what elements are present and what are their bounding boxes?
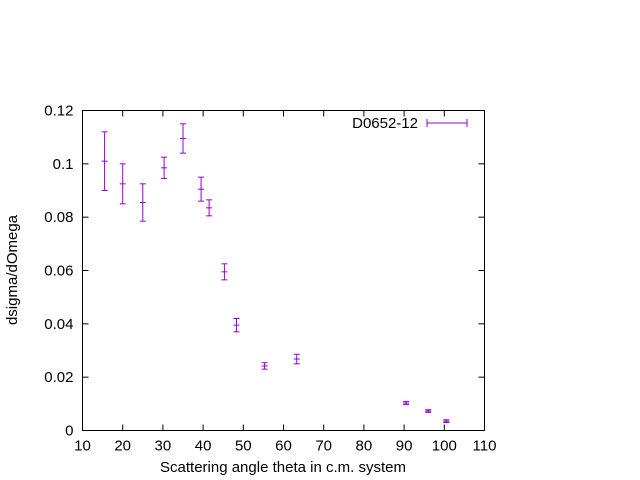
x-tick-label: 50	[235, 438, 252, 455]
data-point	[119, 163, 126, 205]
data-point	[293, 353, 300, 365]
x-tick-label: 90	[396, 438, 413, 455]
data-point	[139, 183, 146, 222]
x-tick: 40	[195, 110, 212, 455]
x-axis-label: Scattering angle theta in c.m. system	[160, 459, 406, 476]
x-tick-label: 40	[195, 438, 212, 455]
plot-frame	[82, 110, 485, 431]
y-tick-label: 0.06	[44, 263, 73, 280]
x-tick: 100	[432, 110, 457, 455]
legend-label: D0652-12	[352, 115, 418, 132]
y-tick-label: 0.02	[44, 369, 73, 386]
y-tick: 0.08	[44, 209, 485, 226]
y-tick: 0.04	[44, 316, 485, 333]
data-series	[101, 123, 450, 423]
data-point	[403, 400, 410, 406]
data-point	[443, 419, 450, 423]
x-tick-label: 100	[432, 438, 457, 455]
x-tick-label: 60	[275, 438, 292, 455]
data-point	[198, 176, 205, 202]
data-point	[161, 156, 168, 179]
x-tick-label: 110	[473, 438, 497, 455]
y-tick-label: 0.08	[44, 209, 73, 226]
y-tick-label: 0.12	[44, 103, 73, 120]
x-tick: 60	[275, 110, 292, 455]
data-point	[206, 199, 213, 217]
y-tick-label: 0.1	[53, 156, 74, 173]
y-tick: 0.02	[44, 369, 485, 386]
y-tick: 0.1	[53, 156, 485, 173]
legend: D0652-12	[352, 115, 468, 132]
data-point	[425, 409, 432, 413]
x-tick-label: 30	[155, 438, 172, 455]
x-tick-label: 80	[356, 438, 373, 455]
x-tick: 80	[356, 110, 373, 455]
x-tick: 90	[396, 110, 413, 455]
x-tick-label: 70	[315, 438, 332, 455]
data-point	[261, 362, 268, 370]
data-point	[180, 123, 186, 154]
axis-ticks: 10 20 30 40 50 60 70 80 90 100 110 0 0.02 0.04 0.06 0.0…	[44, 103, 496, 455]
y-tick: 0.06	[44, 263, 485, 280]
data-point	[101, 131, 108, 191]
data-point	[221, 263, 228, 281]
x-tick: 50	[235, 110, 252, 455]
x-tick-label: 10	[74, 438, 91, 455]
x-tick: 30	[155, 110, 172, 455]
x-tick-label: 20	[114, 438, 131, 455]
y-tick-label: 0.04	[44, 316, 73, 333]
y-axis-label: dsigma/dOmega	[4, 214, 21, 325]
data-point	[233, 318, 240, 333]
x-tick: 70	[315, 110, 332, 455]
x-tick: 20	[114, 110, 131, 455]
y-tick-label: 0	[65, 423, 73, 440]
